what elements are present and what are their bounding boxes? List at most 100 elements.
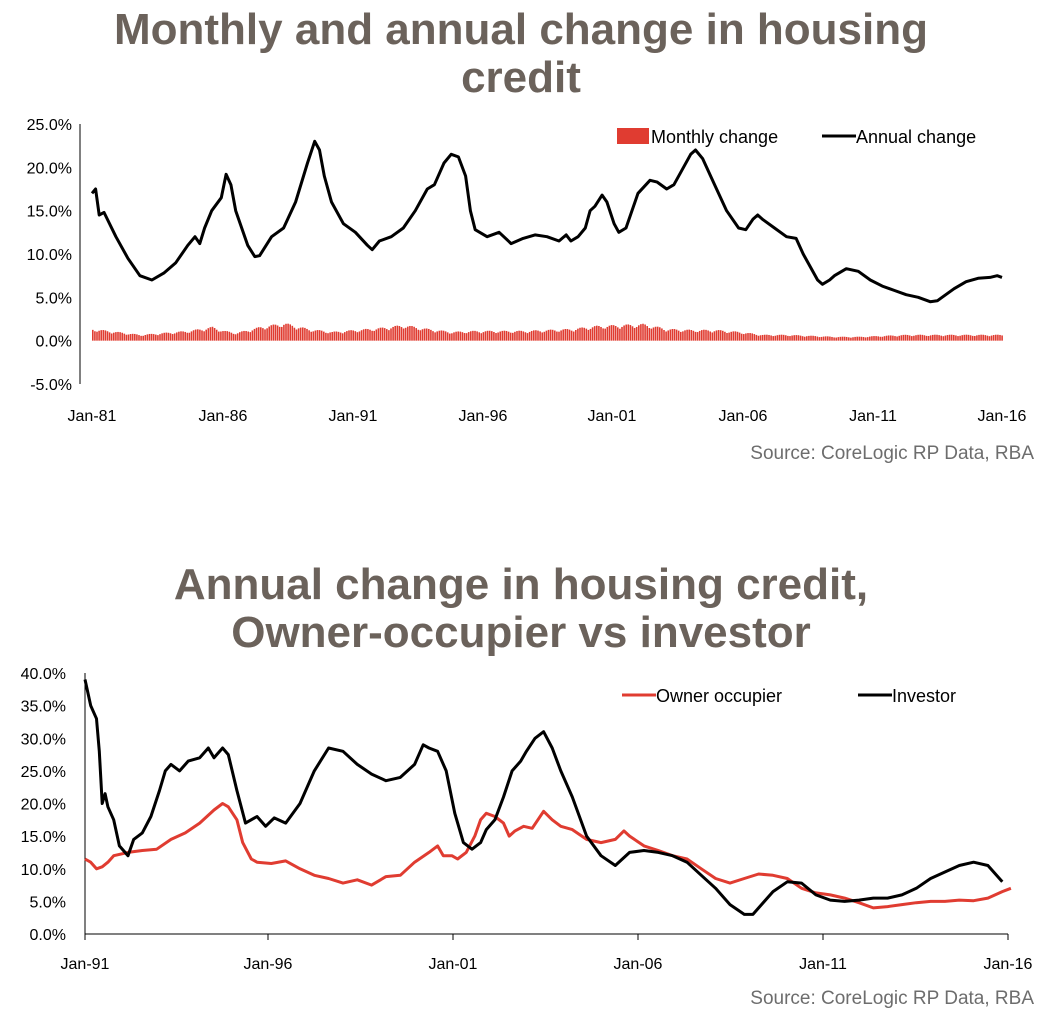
chart1-bar — [169, 333, 172, 341]
chart1-bar — [503, 330, 506, 341]
chart1-bar — [375, 329, 378, 341]
chart1-bar — [827, 336, 829, 341]
chart1-bar — [883, 336, 886, 341]
chart1-bar — [165, 332, 168, 341]
chart1-bar — [856, 336, 858, 341]
chart1-bar — [530, 330, 533, 341]
chart1-bar — [921, 334, 924, 341]
chart1-bar — [220, 331, 222, 341]
chart1-bar — [719, 330, 722, 341]
chart1-bar — [514, 331, 516, 341]
chart1-bar — [486, 330, 489, 341]
chart1-bar — [617, 327, 619, 341]
chart1-bar — [902, 334, 905, 341]
chart1-bar — [593, 326, 596, 341]
chart1-bar — [255, 327, 258, 341]
chart1-bar — [257, 327, 260, 341]
chart1-bar — [285, 323, 287, 341]
chart1-bar — [425, 328, 428, 341]
chart1-bar — [444, 331, 447, 341]
chart1-bar — [522, 331, 525, 341]
chart1-bar — [138, 335, 140, 341]
chart1-bar — [558, 331, 560, 341]
chart1-bar — [715, 330, 718, 341]
chart1-bar — [669, 329, 672, 341]
chart1-bar — [310, 331, 312, 341]
chart1-bar — [480, 333, 483, 341]
chart1-bar — [386, 329, 388, 341]
chart1-bar — [327, 333, 329, 341]
chart1-bar — [467, 332, 470, 341]
chart1-bar — [434, 332, 436, 341]
chart1-bar — [106, 331, 109, 341]
chart1-bar — [778, 334, 781, 341]
chart1-bar — [148, 333, 151, 341]
chart1-bar — [654, 326, 657, 341]
chart1-ytick-label: -5.0% — [30, 377, 72, 394]
chart1-bar — [566, 329, 569, 341]
chart1-bar — [923, 335, 926, 341]
chart1-bar — [564, 328, 567, 341]
chart1-bar — [808, 335, 810, 341]
chart1-bar — [757, 335, 760, 341]
chart1-bar — [276, 325, 279, 341]
chart1-bar — [831, 336, 833, 341]
chart1-bar — [243, 330, 245, 341]
chart1-bar — [312, 331, 315, 341]
chart1-bar — [318, 330, 321, 341]
chart1-bar — [740, 333, 743, 341]
chart1-bar — [96, 331, 98, 341]
chart1-bar — [806, 336, 808, 341]
chart1-bar — [438, 330, 441, 341]
chart1-bar — [390, 328, 392, 341]
chart1-plot: 25.0% 20.0% 15.0% 10.0% 5.0% 0.0% -5.0% Jan-81 J… — [27, 117, 1027, 425]
chart1-bar — [474, 330, 476, 341]
chart1-bar — [159, 334, 161, 341]
chart2-xtick-label: Jan-96 — [244, 956, 293, 973]
chart1-bar — [108, 332, 111, 341]
chart1-bar — [885, 335, 888, 341]
chart1-bar — [230, 332, 233, 341]
chart1-bar — [134, 333, 136, 341]
chart1-bar — [270, 325, 273, 341]
chart1-bar — [816, 336, 819, 341]
chart1-bar — [728, 332, 730, 341]
chart1-bar — [249, 332, 252, 341]
chart1-bar — [667, 330, 669, 341]
chart1-bar — [278, 326, 281, 341]
chart1-bar — [791, 335, 793, 341]
chart2-legend-owner: Owner occupier — [656, 686, 782, 706]
chart2-xtick-label: Jan-11 — [799, 956, 847, 973]
chart1-xtick-label: Jan-86 — [199, 408, 248, 425]
chart1-bar — [171, 334, 174, 341]
chart1-bar — [115, 332, 117, 341]
chart1-bar — [780, 334, 783, 341]
chart1-bar — [127, 334, 130, 341]
chart1-bar — [236, 333, 239, 341]
chart1-legend-annual: Annual change — [856, 127, 976, 147]
chart1-bar — [629, 325, 632, 341]
chart1-bar — [753, 334, 756, 341]
chart1-bar — [726, 332, 728, 341]
chart1-bar — [535, 330, 537, 341]
chart1-bar — [295, 329, 298, 341]
chart1-bar — [908, 335, 911, 341]
chart1-bar — [354, 331, 357, 341]
chart1-bar — [407, 326, 409, 341]
chart1-bar — [409, 325, 411, 341]
chart1-bar — [232, 333, 235, 341]
chart1-bar — [251, 330, 254, 341]
chart1-bar — [944, 335, 947, 341]
chart1-title: Monthly and annual change in housing cred… — [0, 6, 1042, 102]
chart1-bar — [287, 323, 289, 341]
chart1-bar — [785, 335, 787, 341]
chart1-bar — [965, 334, 968, 341]
chart1-bar — [495, 333, 497, 341]
chart1-bar — [575, 329, 577, 341]
chart1-bar — [182, 331, 184, 341]
chart1-bar — [218, 331, 220, 341]
chart1-bar — [963, 334, 966, 341]
chart1-xtick-label: Jan-16 — [978, 408, 1027, 425]
chart1-bar — [398, 326, 401, 341]
